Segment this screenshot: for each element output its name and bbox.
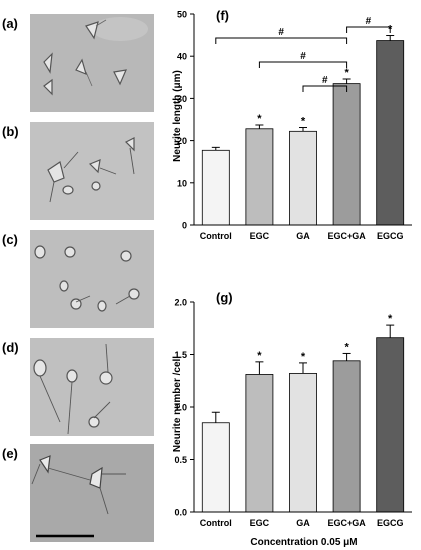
bar-control <box>201 422 230 513</box>
y-tick-label: 0.5 <box>174 455 187 465</box>
x-tick-label: EGCG <box>377 231 404 241</box>
x-axis-label-g: Concentration 0.05 μM <box>250 537 357 548</box>
chart-neurite-length: # # # # * * * * 0 10 20 30 40 50 Control EGC GA EGC+GA… <box>172 8 412 241</box>
significance-hash: # <box>366 16 372 27</box>
x-tick-label: EGC <box>250 518 270 528</box>
x-tick-label: Control <box>200 518 232 528</box>
y-tick-label: 2.0 <box>174 298 187 308</box>
micrograph-c <box>30 230 154 328</box>
significance-star: * <box>344 341 349 353</box>
significance-star: * <box>257 113 262 125</box>
significance-bracket <box>302 85 348 92</box>
bar-ga <box>289 372 317 513</box>
bar-control <box>201 149 230 226</box>
panel-label-a: (a) <box>2 16 18 31</box>
panel-label-c: (c) <box>2 232 18 247</box>
micrograph-b <box>30 122 154 220</box>
panel-label-d: (d) <box>2 340 19 355</box>
x-tick-label: GA <box>296 518 310 528</box>
significance-bracket <box>215 37 348 44</box>
bar-egc-ga <box>332 360 361 513</box>
x-tick-label: EGC <box>250 231 270 241</box>
significance-star: * <box>344 67 349 79</box>
bar-egc <box>245 128 274 226</box>
y-tick-label: 0 <box>182 221 187 231</box>
x-tick-label: EGCG <box>377 518 404 528</box>
bar-egc-ga <box>332 83 361 226</box>
bar-egcg <box>376 337 405 513</box>
micrograph-a <box>30 14 154 112</box>
bar-egcg <box>376 40 405 226</box>
y-tick-label: 50 <box>177 10 187 20</box>
significance-hash: # <box>322 75 328 86</box>
y-tick-label: 10 <box>177 178 187 188</box>
panel-label-g: (g) <box>216 290 233 305</box>
x-tick-label: Control <box>200 231 232 241</box>
y-tick-label: 1.0 <box>174 403 187 413</box>
panel-label-b: (b) <box>2 124 19 139</box>
x-tick-label: EGC+GA <box>327 231 366 241</box>
bar-egc <box>245 374 274 513</box>
y-tick-label: 30 <box>177 94 187 104</box>
significance-star: * <box>301 351 306 363</box>
bar-ga <box>289 130 317 226</box>
significance-bracket <box>258 61 348 68</box>
panel-label-e: (e) <box>2 446 18 461</box>
micrograph-d <box>30 338 154 436</box>
y-tick-label: 20 <box>177 136 187 146</box>
significance-bracket <box>346 26 391 33</box>
y-tick-label: 40 <box>177 52 187 62</box>
significance-star: * <box>388 313 393 325</box>
significance-star: * <box>301 116 306 128</box>
y-tick-label: 1.5 <box>174 350 187 360</box>
significance-hash: # <box>278 27 284 38</box>
micrograph-e <box>30 444 154 542</box>
significance-star: * <box>257 350 262 362</box>
y-axis-label-f: Neurite length (μm) <box>172 70 183 162</box>
significance-star: * <box>388 24 393 36</box>
x-tick-label: EGC+GA <box>327 518 366 528</box>
y-tick-label: 0.0 <box>174 508 187 518</box>
significance-hash: # <box>300 51 306 62</box>
x-tick-label: GA <box>296 231 310 241</box>
y-axis-label-g: Neurite number /cell <box>172 356 183 452</box>
panel-label-f: (f) <box>216 8 229 23</box>
